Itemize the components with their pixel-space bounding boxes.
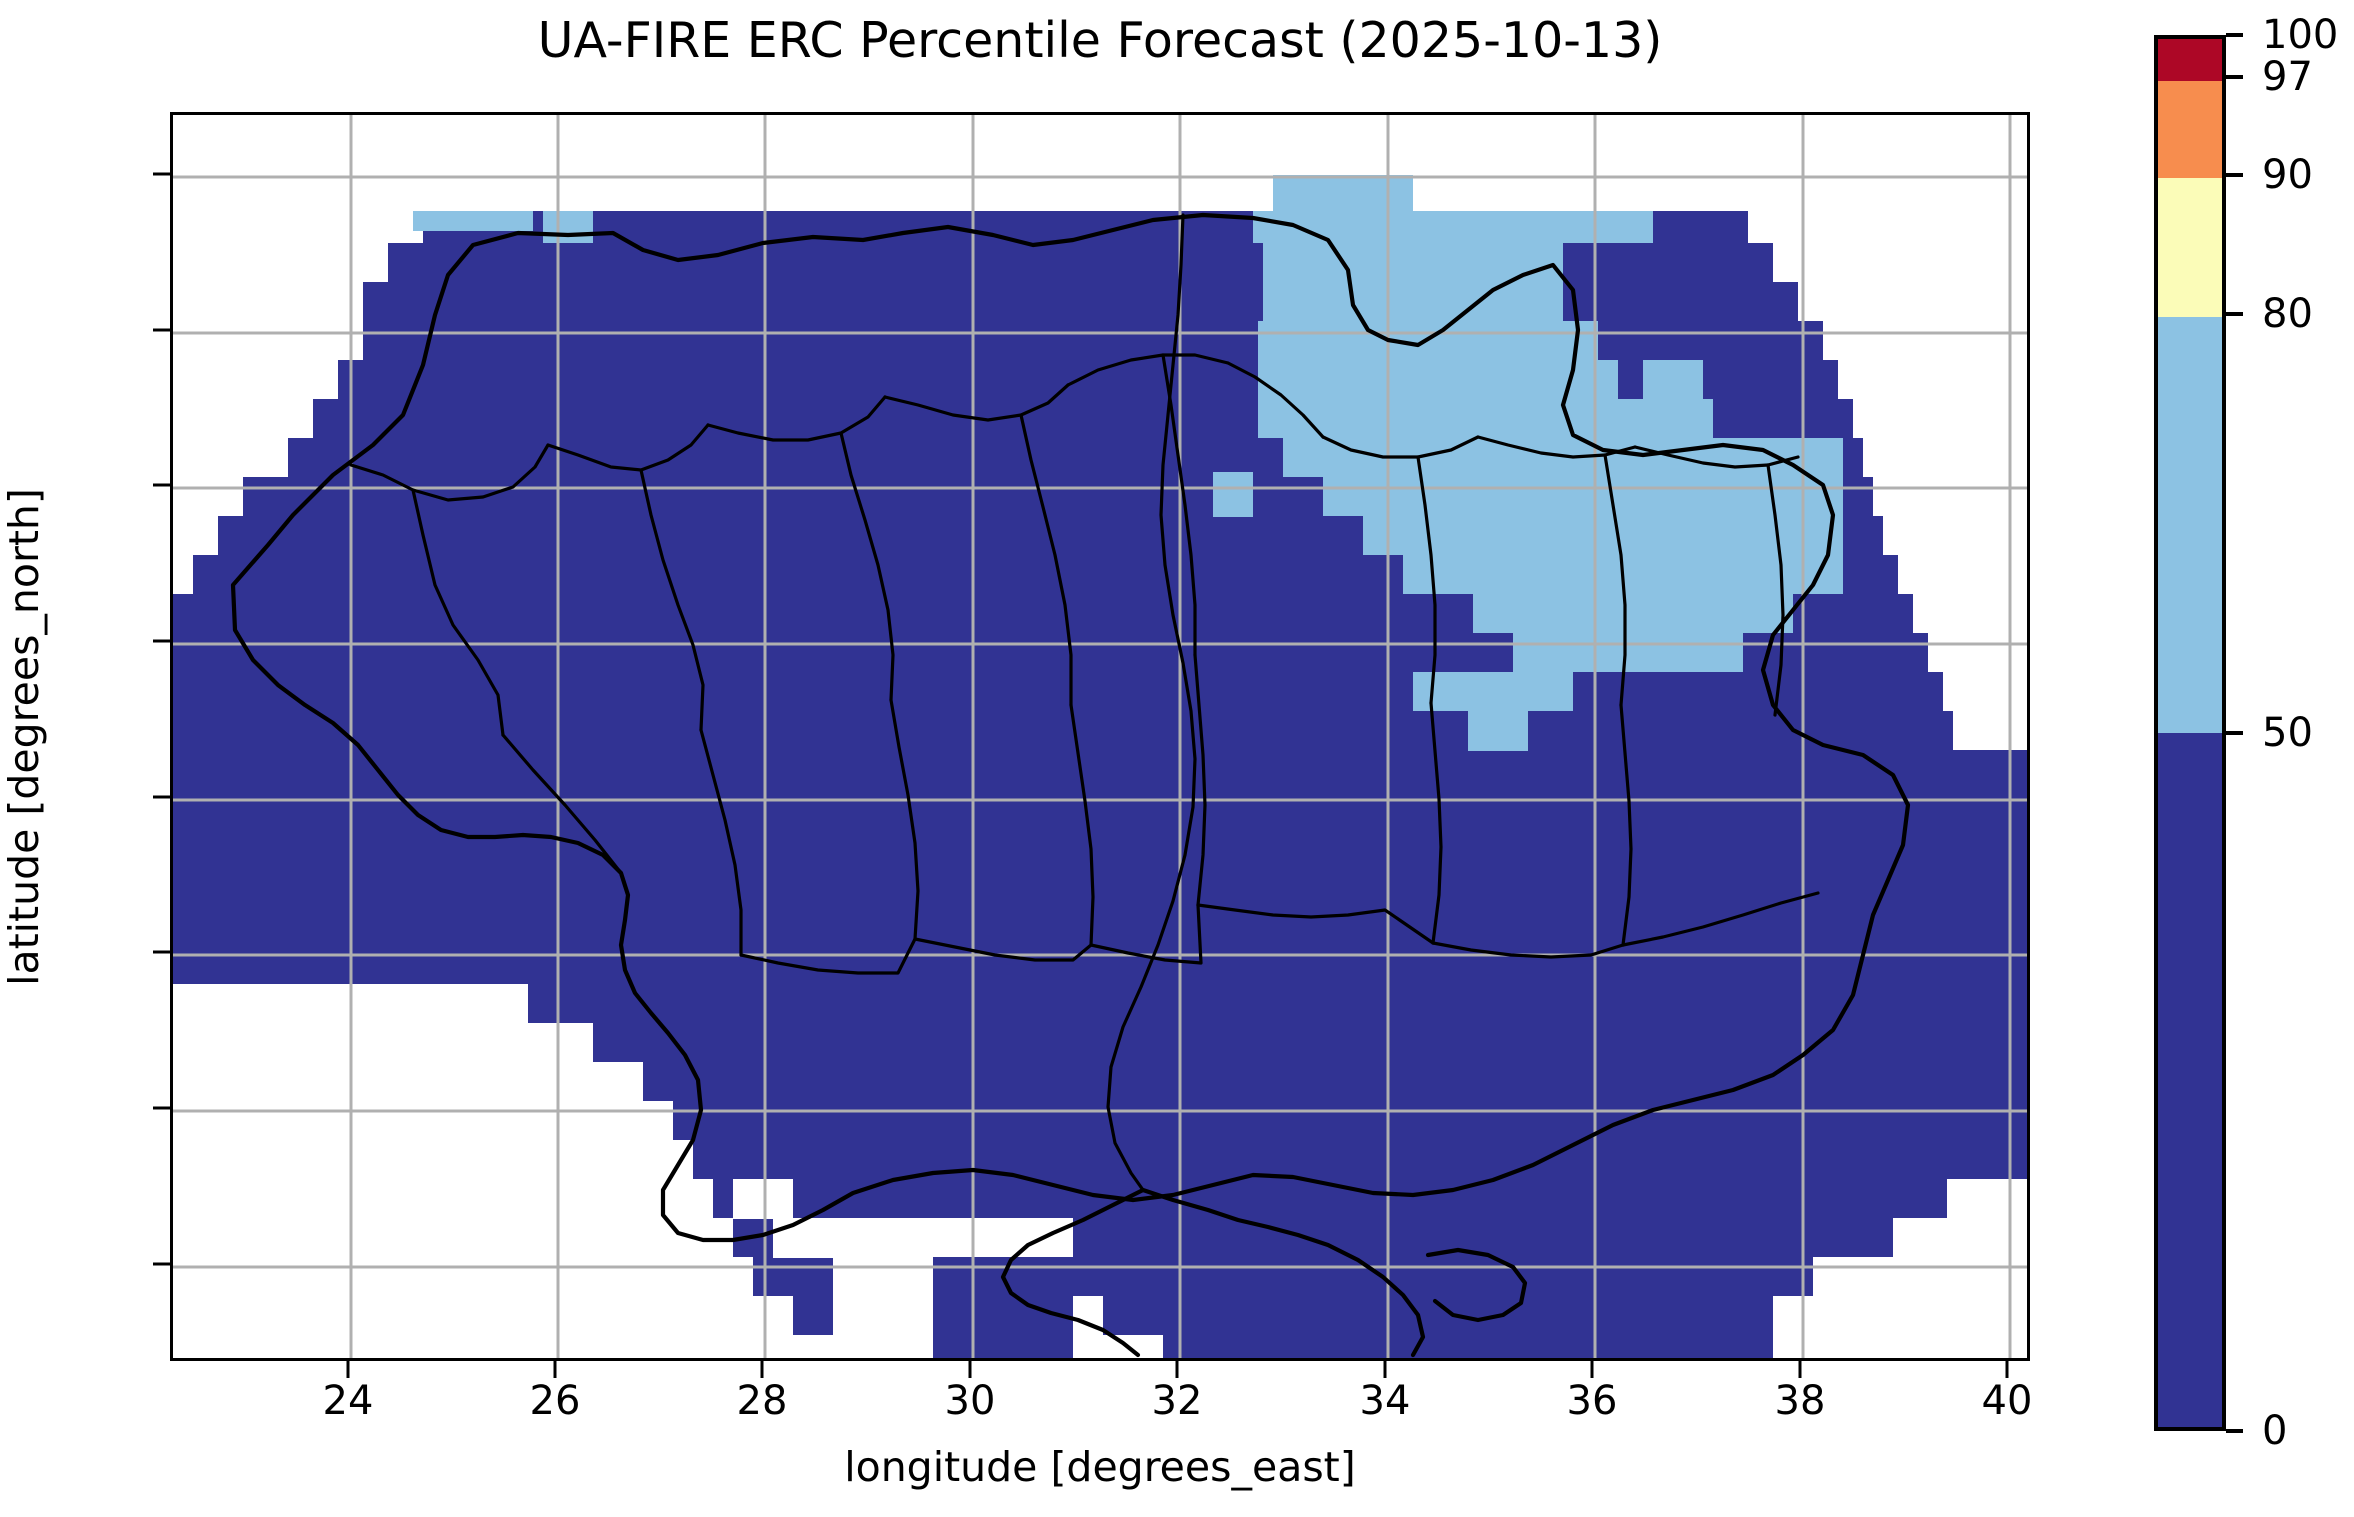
xtick-label: 34 (1359, 1378, 1411, 1424)
colorbar-tick-mark (2226, 1429, 2243, 1433)
xtick-mark (346, 1361, 350, 1378)
ytick-mark (153, 328, 170, 332)
colorbar[interactable] (2154, 35, 2226, 1431)
colorbar-segment-0-50 (2158, 732, 2222, 1427)
colorbar-segment-90-97 (2158, 80, 2222, 178)
xtick-mark (2005, 1361, 2009, 1378)
xtick-mark (1590, 1361, 1594, 1378)
raster-class-0-50 (173, 211, 2027, 1358)
colorbar-tick-label: 50 (2262, 710, 2313, 756)
colorbar-tick-mark (2226, 312, 2243, 316)
administrative-borders (230, 212, 1911, 1358)
colorbar-tick-label: 0 (2262, 1408, 2288, 1454)
xtick-mark (1798, 1361, 1802, 1378)
xtick-label: 36 (1566, 1378, 1618, 1424)
raster-class-50-80 (413, 175, 1843, 751)
ytick-mark (153, 950, 170, 954)
colorbar-tick-mark (2226, 75, 2243, 79)
xtick-mark (1383, 1361, 1387, 1378)
xtick-mark (553, 1361, 557, 1378)
xtick-mark (760, 1361, 764, 1378)
ytick-mark (153, 483, 170, 487)
colorbar-tick-label: 90 (2262, 152, 2313, 198)
ytick-mark (153, 795, 170, 799)
ytick-mark (153, 639, 170, 643)
x-axis-label: longitude [degrees_east] (844, 1443, 1356, 1491)
colorbar-tick-label: 80 (2262, 291, 2313, 337)
xtick-label: 40 (1981, 1378, 2033, 1424)
xtick-label: 38 (1774, 1378, 1826, 1424)
xtick-mark (968, 1361, 972, 1378)
xtick-label: 26 (529, 1378, 581, 1424)
colorbar-tick-label: 100 (2262, 12, 2339, 58)
colorbar-segment-50-80 (2158, 316, 2222, 733)
ytick-mark (153, 1106, 170, 1110)
map-raster: .c0 { fill: #313393; } .c1 { fill: #8cc2… (173, 115, 2027, 1358)
colorbar-tick-mark (2226, 731, 2243, 735)
colorbar-segment-80-90 (2158, 177, 2222, 317)
xtick-label: 24 (322, 1378, 374, 1424)
ytick-mark (153, 172, 170, 176)
map-axes[interactable]: .c0 { fill: #313393; } .c1 { fill: #8cc2… (170, 112, 2030, 1361)
ytick-mark (153, 1262, 170, 1266)
colorbar-tick-mark (2226, 173, 2243, 177)
y-axis-label: latitude [degrees_north] (0, 488, 48, 986)
xtick-label: 32 (1151, 1378, 1203, 1424)
colorbar-tick-label: 97 (2262, 54, 2313, 100)
colorbar-tick-mark (2226, 33, 2243, 37)
page-title: UA-FIRE ERC Percentile Forecast (2025-10… (537, 12, 1663, 69)
xtick-mark (1175, 1361, 1179, 1378)
xtick-label: 30 (944, 1378, 996, 1424)
xtick-label: 28 (736, 1378, 788, 1424)
colorbar-segment-97-100 (2158, 39, 2222, 81)
